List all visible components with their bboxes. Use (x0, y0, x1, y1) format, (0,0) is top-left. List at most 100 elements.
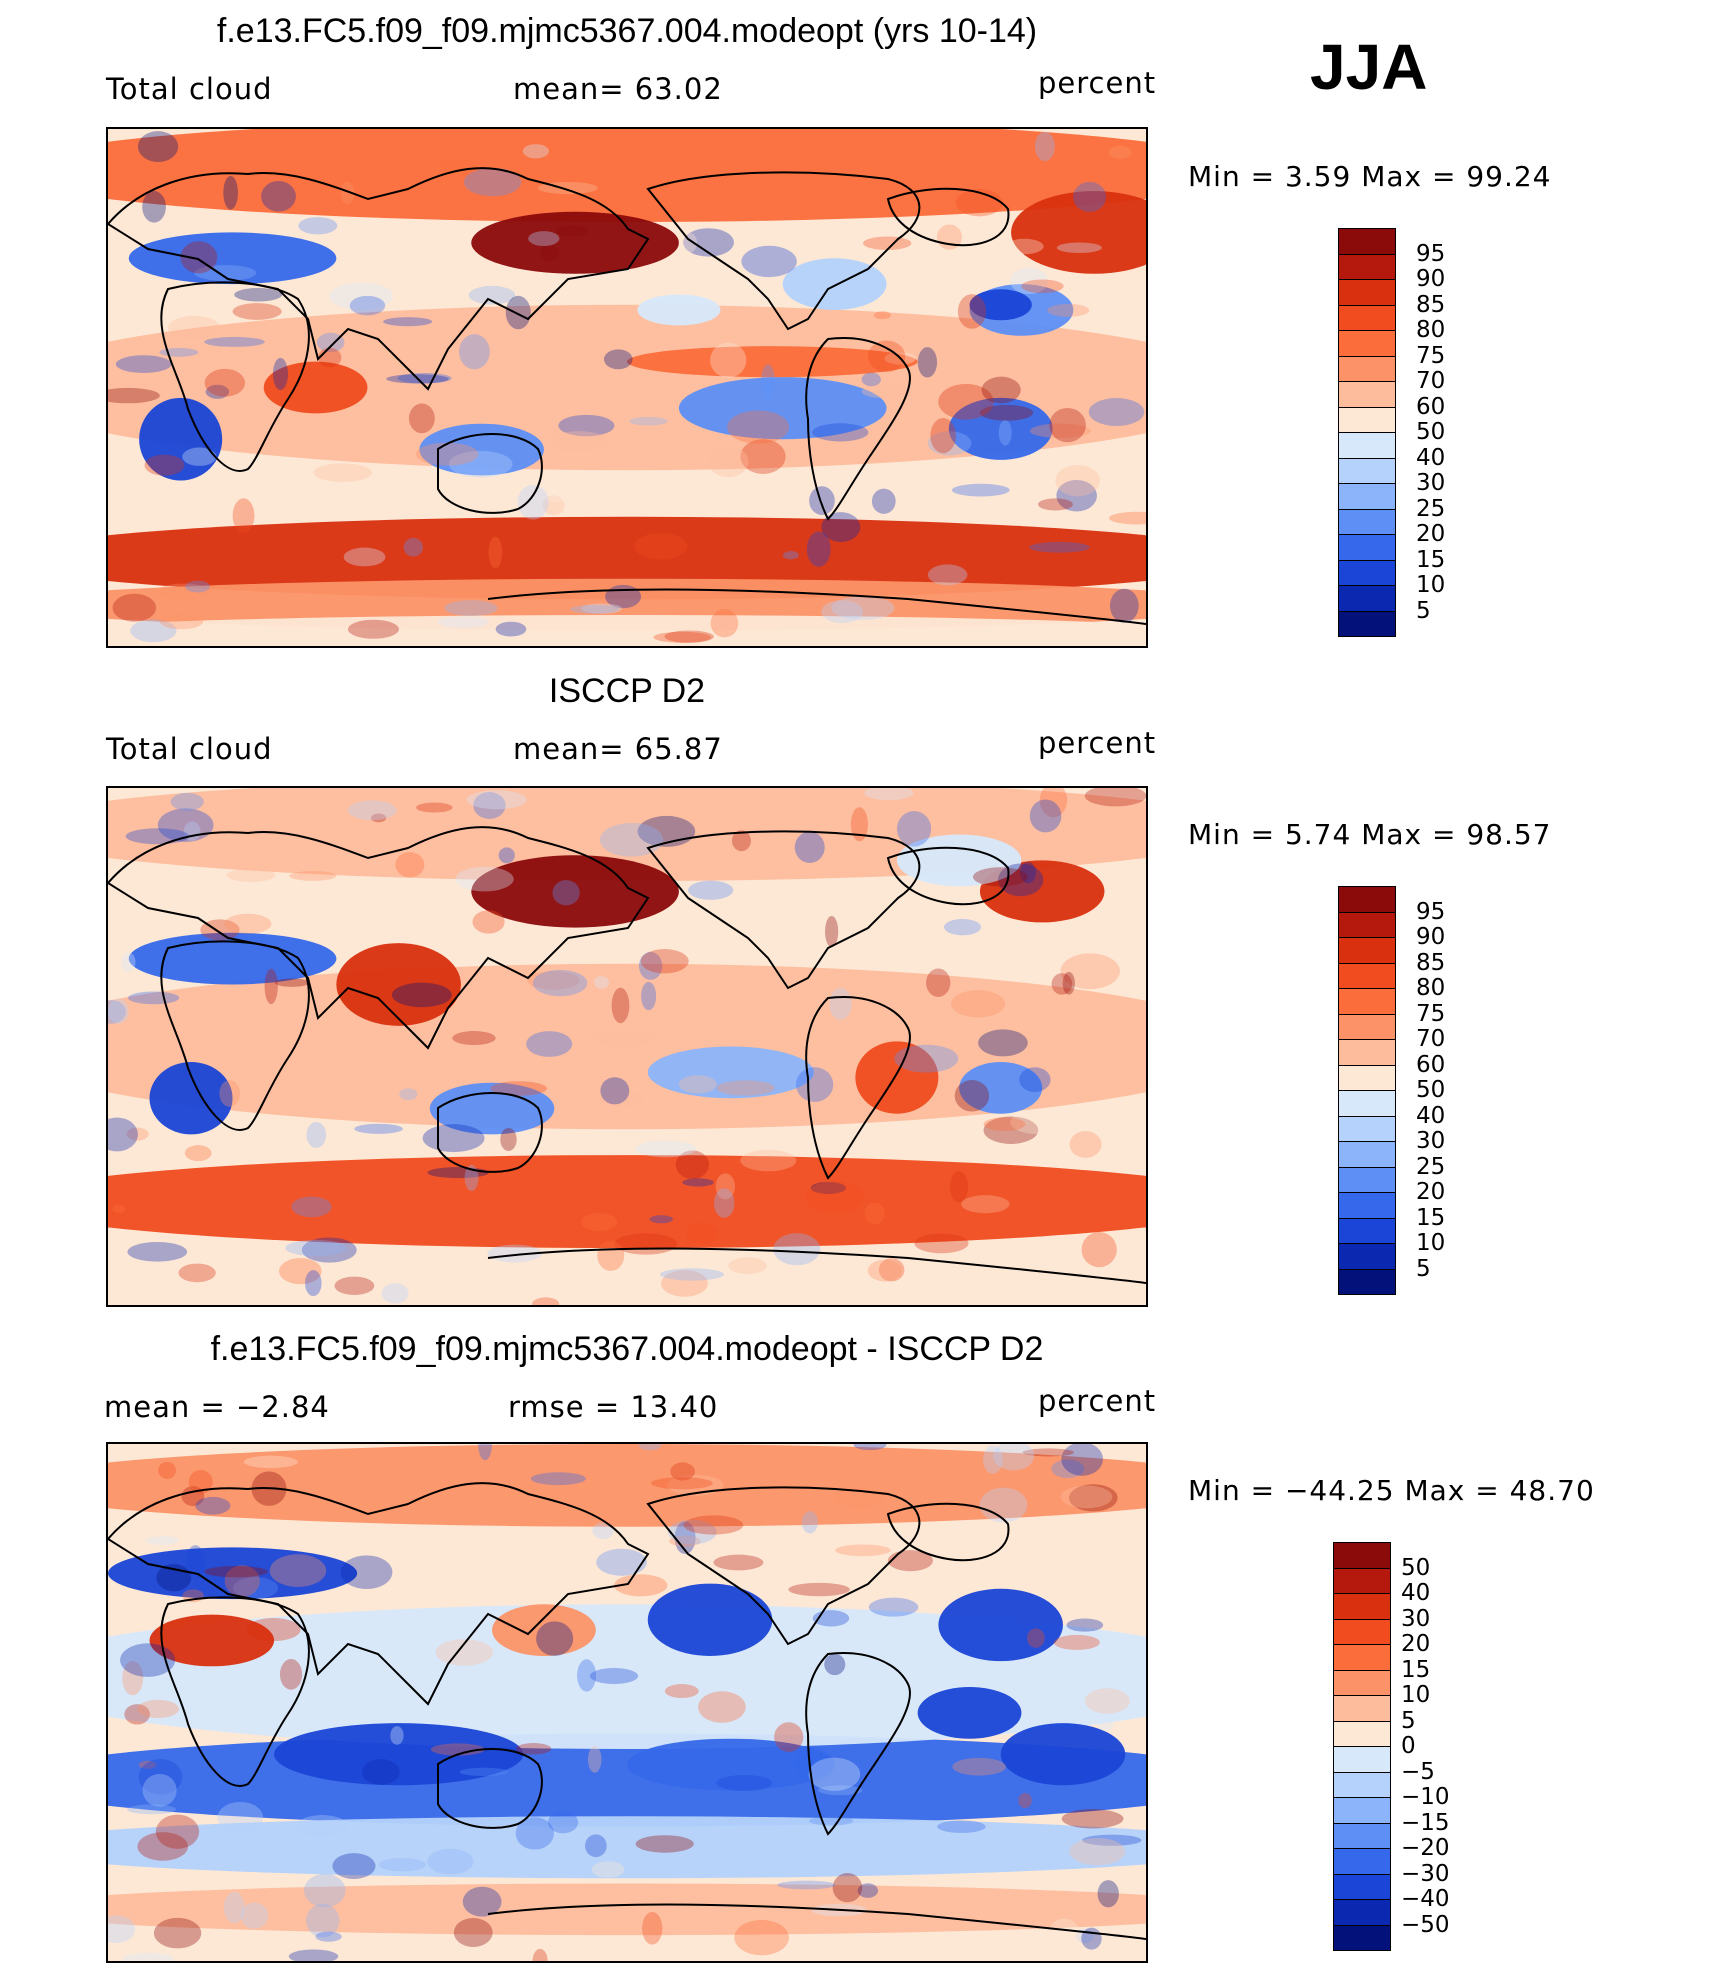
coastline (886, 1502, 1010, 1562)
cloud-field-speckle (505, 295, 531, 330)
cloud-field-speckle (334, 1276, 375, 1296)
abs-colorbar-label: 20 (1416, 521, 1446, 547)
cloud-field-speckle (871, 488, 896, 514)
cloud-field-speckle (896, 811, 932, 847)
cloud-field-blob (108, 304, 1146, 471)
diff-colorbar-label: 50 (1401, 1554, 1431, 1581)
diff-colorbar-label: 40 (1401, 1580, 1431, 1606)
cloud-field-blob (429, 1082, 555, 1135)
coastline (886, 187, 1010, 247)
diff-colorbar-label: −5 (1401, 1758, 1435, 1785)
abs-colorbar-swatch (1338, 937, 1396, 964)
cloud-field-speckle (740, 1149, 797, 1172)
cloud-field-speckle (603, 349, 633, 370)
cloud-field-speckle (261, 181, 296, 212)
abs-colorbar-label: 25 (1416, 1153, 1446, 1180)
diff-colorbar-label: −20 (1401, 1835, 1450, 1861)
cloud-field-speckle (961, 1195, 1010, 1214)
cloud-field-speckle (274, 978, 310, 987)
cloud-field-speckle (1061, 1809, 1124, 1829)
cloud-field-blob (108, 614, 1146, 646)
cloud-field-blob (108, 1155, 1146, 1249)
cloud-field-speckle (463, 167, 522, 197)
cloud-field-blob (336, 943, 461, 1026)
cloud-field-speckle (159, 347, 199, 357)
cloud-field-speckle (1084, 788, 1146, 807)
cloud-field-speckle (298, 217, 338, 235)
cloud-field-speckle (153, 1917, 202, 1949)
cloud-field-speckle (867, 340, 906, 373)
cloud-field-speckle (279, 1257, 322, 1285)
cloud-field-speckle (1069, 1837, 1126, 1866)
abs-colorbar-label: 80 (1416, 317, 1446, 343)
cloud-field-speckle (914, 1233, 969, 1254)
cloud-field-blob (128, 932, 337, 985)
cloud-field-speckle (112, 593, 157, 622)
cloud-field-blob (108, 1883, 1146, 1936)
coastline (805, 996, 911, 1180)
cloud-field-speckle (558, 414, 615, 437)
panel-3-mean-label: mean = −2.84 (104, 1390, 330, 1424)
cloud-field-speckle (224, 913, 272, 934)
cloud-field-speckle (122, 1661, 144, 1696)
cloud-field-speckle (1060, 1485, 1113, 1509)
cloud-field-speckle (315, 1931, 342, 1942)
cloud-field-speckle (614, 1233, 678, 1255)
cloud-field-speckle (391, 982, 452, 1008)
cloud-field-blob (917, 1686, 1022, 1739)
cloud-field-speckle (1051, 973, 1073, 995)
abs-colorbar-swatch (1338, 559, 1396, 586)
cloud-field-speckle (455, 866, 514, 892)
cloud-field-speckle (142, 1773, 177, 1807)
cloud-field-speckle (490, 1081, 547, 1096)
cloud-field-speckle (678, 1075, 717, 1094)
cloud-field-speckle (416, 802, 453, 813)
cloud-field-blob (948, 397, 1053, 460)
abs-colorbar-label: 80 (1416, 975, 1446, 1001)
cloud-field-speckle (943, 919, 982, 936)
cloud-field-speckle (653, 631, 712, 643)
panel-1-map-canvas (108, 129, 1146, 646)
coastline (437, 1092, 543, 1173)
abs-colorbar-swatch (1338, 432, 1396, 459)
diff-colorbar-swatch (1333, 1848, 1391, 1875)
cloud-field-speckle (354, 1123, 403, 1134)
cloud-field-speckle (740, 440, 773, 462)
cloud-field-speckle (894, 1044, 959, 1073)
cloud-field-speckle (459, 1767, 509, 1777)
cloud-field-speckle (979, 1487, 1028, 1523)
cloud-field-speckle (1061, 1444, 1103, 1476)
cloud-field-speckle (660, 1268, 724, 1281)
cloud-field-speckle (538, 493, 584, 503)
cloud-field-speckle (1018, 1792, 1032, 1808)
panel-1-minmax: Min = 3.59 Max = 99.24 (1188, 160, 1552, 193)
cloud-field-speckle (710, 342, 747, 378)
cloud-field-speckle (710, 609, 739, 638)
cloud-field-speckle (182, 447, 217, 466)
diff-colorbar-swatch (1333, 1644, 1391, 1671)
cloud-field-blob (149, 1062, 233, 1135)
cloud-field-speckle (137, 131, 179, 163)
cloud-field-speckle (635, 1835, 694, 1853)
cloud-field-speckle (478, 1444, 493, 1461)
abs-colorbar-swatch (1338, 610, 1396, 637)
cloud-field-speckle (232, 1577, 279, 1599)
diff-colorbar-swatch (1333, 1618, 1391, 1645)
cloud-field-speckle (634, 533, 688, 560)
cloud-field-speckle (1029, 541, 1090, 553)
cloud-field-speckle (640, 949, 689, 974)
panel-3-map (106, 1442, 1148, 1963)
diff-colorbar-swatch (1333, 1695, 1391, 1722)
cloud-field-speckle (938, 383, 994, 420)
cloud-field-speckle (1066, 1618, 1104, 1632)
cloud-field-speckle (570, 604, 620, 614)
cloud-field-speckle (1034, 131, 1055, 162)
diff-colorbar-swatch (1333, 1746, 1391, 1773)
cloud-field-speckle (517, 484, 549, 520)
abs-colorbar-label: 30 (1416, 1128, 1446, 1154)
panel-1-map (106, 127, 1148, 648)
cloud-field-speckle (552, 880, 580, 906)
cloud-field-blob (149, 1614, 275, 1667)
abs-colorbar-label: 90 (1416, 266, 1446, 292)
cloud-field-speckle (1021, 279, 1064, 294)
